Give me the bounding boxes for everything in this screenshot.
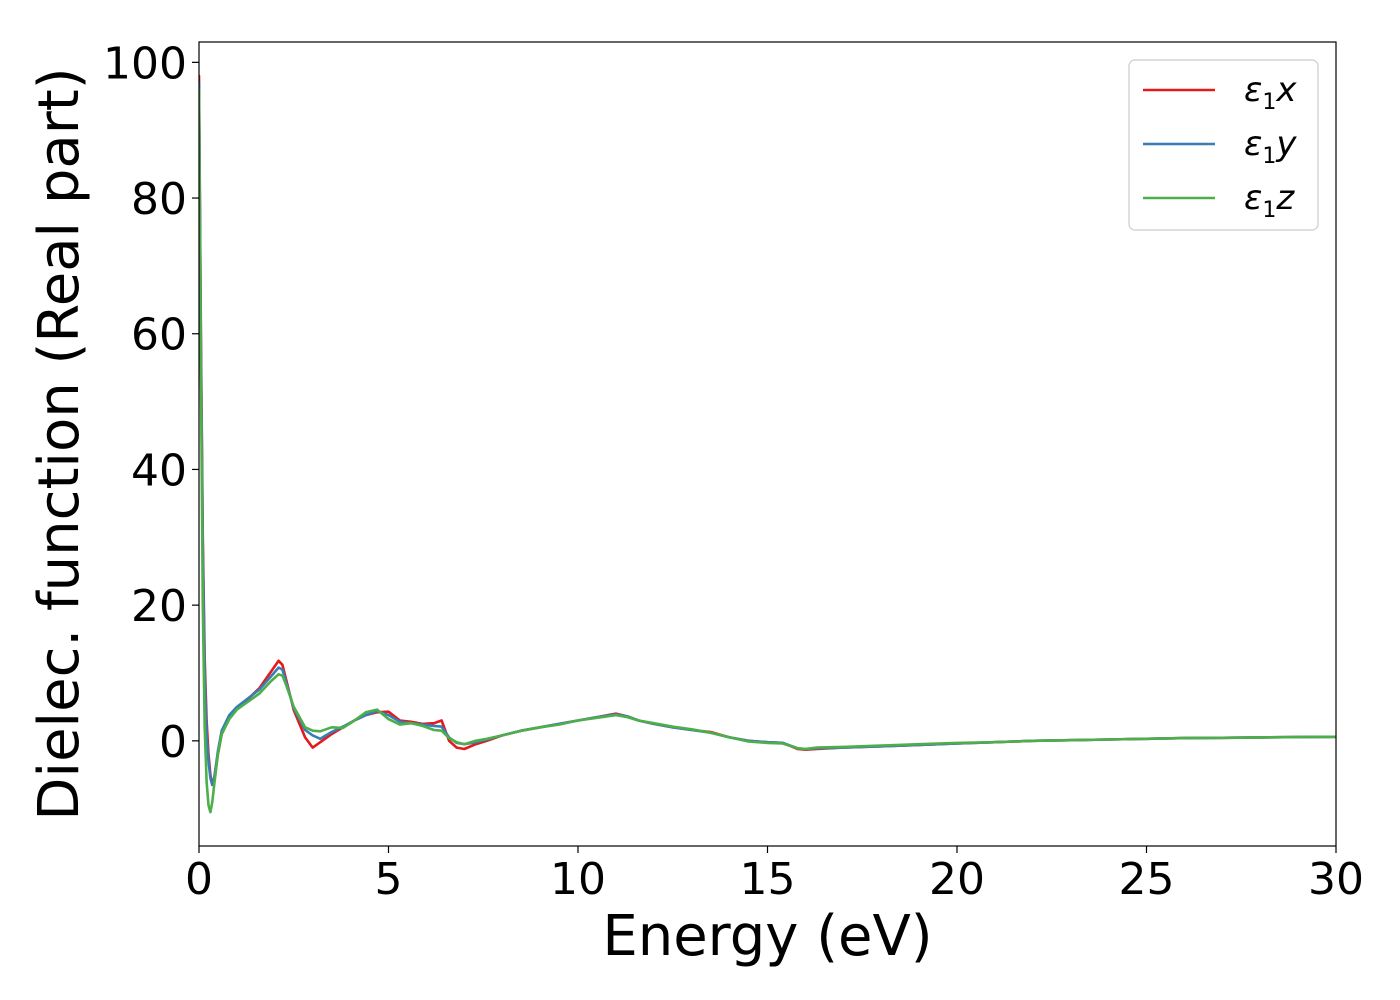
y-axis-label: Dielec. function (Real part): [27, 67, 92, 820]
legend-label: ε1x: [1244, 70, 1297, 115]
x-tick-label: 0: [185, 854, 213, 905]
y-tick-label: 0: [159, 717, 187, 768]
legend-box: [1128, 59, 1319, 231]
y-tick-label: 100: [103, 38, 187, 89]
legend: ε1x ε1y ε1z: [1128, 59, 1319, 231]
x-axis-label: Energy (eV): [602, 904, 932, 969]
x-tick-label: 20: [929, 854, 985, 905]
y-tick-label: 80: [131, 174, 187, 225]
series-layer: [199, 74, 1336, 814]
y-tick-label: 40: [131, 445, 187, 496]
legend-label: ε1z: [1244, 178, 1295, 223]
y-axis-ticks: 0 20 40 60 80 100: [103, 38, 199, 768]
x-tick-label: 5: [375, 854, 403, 905]
x-tick-label: 10: [550, 854, 606, 905]
y-tick-label: 20: [131, 581, 187, 632]
y-tick-label: 60: [131, 310, 187, 361]
series-line-z: [199, 88, 1336, 814]
x-axis-ticks: 0 5 10 15 20 25 30: [185, 846, 1364, 905]
x-tick-label: 15: [740, 854, 796, 905]
x-tick-label: 30: [1308, 854, 1364, 905]
x-tick-label: 25: [1119, 854, 1175, 905]
legend-label: ε1y: [1244, 124, 1297, 169]
